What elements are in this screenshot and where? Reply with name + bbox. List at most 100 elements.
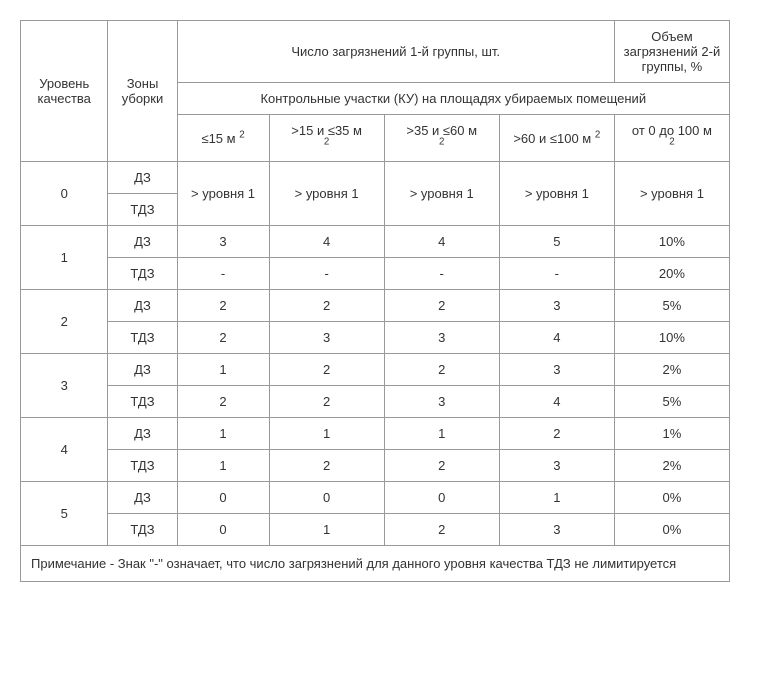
level-2: 2 [21, 290, 108, 354]
level-5: 5 [21, 482, 108, 546]
row-1-dz: 1 ДЗ 3 4 4 5 10% [21, 226, 730, 258]
r1t-c3: - [384, 258, 499, 290]
r4t-c5: 2% [614, 450, 729, 482]
row-5-tdz: ТДЗ 0 1 2 3 0% [21, 514, 730, 546]
r1t-c5: 20% [614, 258, 729, 290]
note-cell: Примечание - Знак "-" означает, что числ… [21, 546, 730, 582]
col-h5-sup: 2 [669, 137, 674, 148]
level-3: 3 [21, 354, 108, 418]
note-row: Примечание - Знак "-" означает, что числ… [21, 546, 730, 582]
r5t-c3: 2 [384, 514, 499, 546]
zone-3-dz: ДЗ [108, 354, 177, 386]
r2t-c5: 10% [614, 322, 729, 354]
row-3-dz: 3 ДЗ 1 2 2 3 2% [21, 354, 730, 386]
row-4-dz: 4 ДЗ 1 1 1 2 1% [21, 418, 730, 450]
r5d-c2: 0 [269, 482, 384, 514]
r3d-c1: 1 [177, 354, 269, 386]
r5t-c5: 0% [614, 514, 729, 546]
header-subrow: Контрольные участки (КУ) на площадях уби… [177, 83, 729, 115]
zone-1-dz: ДЗ [108, 226, 177, 258]
col-h5: от 0 до 100 м2 [614, 115, 729, 162]
r3d-c5: 2% [614, 354, 729, 386]
r2d-c5: 5% [614, 290, 729, 322]
level-4: 4 [21, 418, 108, 482]
r1d-c5: 10% [614, 226, 729, 258]
r3d-c3: 2 [384, 354, 499, 386]
r2t-c1: 2 [177, 322, 269, 354]
r5t-c2: 1 [269, 514, 384, 546]
col-h4-text: >60 и ≤100 м [513, 131, 595, 146]
level-1: 1 [21, 226, 108, 290]
r3d-c4: 3 [499, 354, 614, 386]
r4t-c3: 2 [384, 450, 499, 482]
header-group1: Число загрязнений 1-й группы, шт. [177, 21, 614, 83]
level-0: 0 [21, 162, 108, 226]
r5d-c3: 0 [384, 482, 499, 514]
r1t-c4: - [499, 258, 614, 290]
r1t-c1: - [177, 258, 269, 290]
col-h4-sup: 2 [595, 129, 600, 140]
zone-0-tdz: ТДЗ [108, 194, 177, 226]
col-h1: ≤15 м 2 [177, 115, 269, 162]
r0-c5: > уровня 1 [614, 162, 729, 226]
r2d-c4: 3 [499, 290, 614, 322]
header-row-1: Уровень качества Зоны уборки Число загря… [21, 21, 730, 83]
r3t-c4: 4 [499, 386, 614, 418]
zone-2-tdz: ТДЗ [108, 322, 177, 354]
col-h2-sup: 2 [324, 137, 329, 148]
col-h2: >15 и ≤35 м2 [269, 115, 384, 162]
header-group2: Объем загрязнений 2-й группы, % [614, 21, 729, 83]
zone-0-dz: ДЗ [108, 162, 177, 194]
col-h4: >60 и ≤100 м 2 [499, 115, 614, 162]
r1d-c3: 4 [384, 226, 499, 258]
r4d-c2: 1 [269, 418, 384, 450]
zone-5-tdz: ТДЗ [108, 514, 177, 546]
col-h1-text: ≤15 м [201, 131, 239, 146]
r3t-c2: 2 [269, 386, 384, 418]
zone-5-dz: ДЗ [108, 482, 177, 514]
r3t-c1: 2 [177, 386, 269, 418]
r4t-c4: 3 [499, 450, 614, 482]
quality-levels-table: Уровень качества Зоны уборки Число загря… [20, 20, 730, 582]
r4d-c4: 2 [499, 418, 614, 450]
zone-3-tdz: ТДЗ [108, 386, 177, 418]
zone-4-tdz: ТДЗ [108, 450, 177, 482]
header-level: Уровень качества [21, 21, 108, 162]
zone-1-tdz: ТДЗ [108, 258, 177, 290]
r3d-c2: 2 [269, 354, 384, 386]
row-1-tdz: ТДЗ - - - - 20% [21, 258, 730, 290]
r1d-c2: 4 [269, 226, 384, 258]
r1d-c4: 5 [499, 226, 614, 258]
r2d-c1: 2 [177, 290, 269, 322]
zone-4-dz: ДЗ [108, 418, 177, 450]
r4d-c1: 1 [177, 418, 269, 450]
r2d-c2: 2 [269, 290, 384, 322]
zone-2-dz: ДЗ [108, 290, 177, 322]
r2t-c2: 3 [269, 322, 384, 354]
r2t-c4: 4 [499, 322, 614, 354]
r2t-c3: 3 [384, 322, 499, 354]
row-0-dz: 0 ДЗ > уровня 1 > уровня 1 > уровня 1 > … [21, 162, 730, 194]
r1d-c1: 3 [177, 226, 269, 258]
r4t-c2: 2 [269, 450, 384, 482]
row-2-tdz: ТДЗ 2 3 3 4 10% [21, 322, 730, 354]
r0-c1: > уровня 1 [177, 162, 269, 226]
col-h1-sup: 2 [239, 129, 244, 140]
r4d-c5: 1% [614, 418, 729, 450]
r5d-c4: 1 [499, 482, 614, 514]
r3t-c5: 5% [614, 386, 729, 418]
r5d-c1: 0 [177, 482, 269, 514]
r4t-c1: 1 [177, 450, 269, 482]
r5t-c4: 3 [499, 514, 614, 546]
row-5-dz: 5 ДЗ 0 0 0 1 0% [21, 482, 730, 514]
r0-c4: > уровня 1 [499, 162, 614, 226]
r5d-c5: 0% [614, 482, 729, 514]
col-h3: >35 и ≤60 м2 [384, 115, 499, 162]
r4d-c3: 1 [384, 418, 499, 450]
r0-c2: > уровня 1 [269, 162, 384, 226]
r1t-c2: - [269, 258, 384, 290]
row-2-dz: 2 ДЗ 2 2 2 3 5% [21, 290, 730, 322]
r5t-c1: 0 [177, 514, 269, 546]
r3t-c3: 3 [384, 386, 499, 418]
r2d-c3: 2 [384, 290, 499, 322]
